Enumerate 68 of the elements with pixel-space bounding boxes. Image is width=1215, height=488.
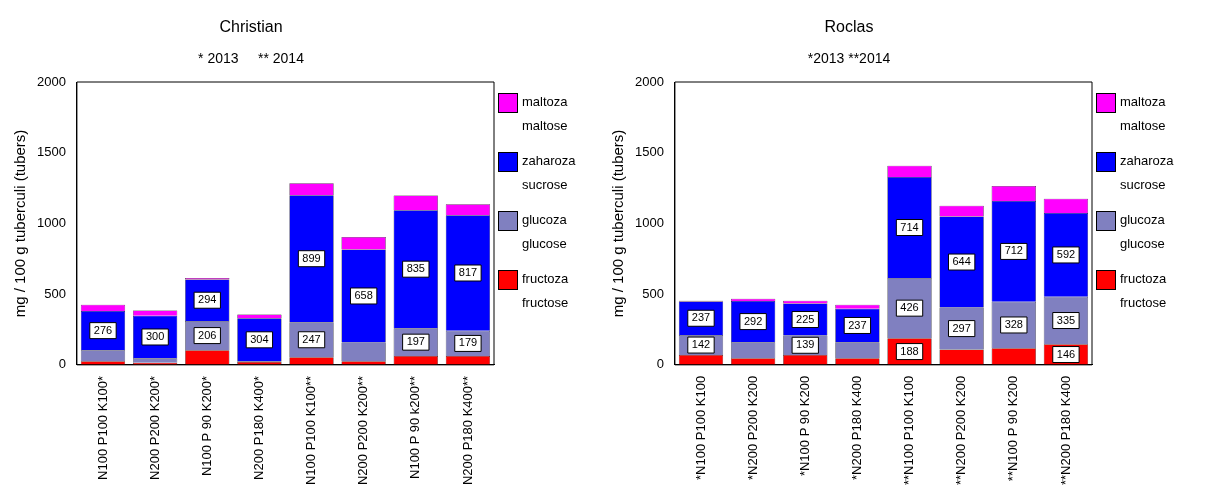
data-label: 237 <box>848 318 867 331</box>
x-tick-label: *N100 P100 K100 <box>692 375 708 480</box>
data-label: 297 <box>952 321 971 334</box>
legend-label: glucoza glucose <box>522 211 567 253</box>
y-tick-label: 0 <box>58 356 66 372</box>
chart-subtitle: *2013 **2014 <box>807 50 891 67</box>
data-label: 712 <box>1004 244 1023 257</box>
data-label: 146 <box>1056 347 1076 360</box>
legend-label: zaharoza sucrose <box>522 152 576 194</box>
x-tick-label: *N200 P200 K200 <box>744 375 760 480</box>
data-label: 592 <box>1056 248 1076 260</box>
y-tick-label: 2000 <box>635 73 664 89</box>
data-label: 139 <box>796 338 815 351</box>
legend-label: glucoza glucose <box>1120 211 1165 253</box>
data-label: 714 <box>900 220 919 233</box>
x-tick-label: *N100 P 90 K200 <box>796 375 812 477</box>
data-label: 328 <box>1004 318 1023 331</box>
y-tick-label: 1500 <box>37 144 66 160</box>
chart-title: Christian <box>219 18 283 36</box>
data-label: 206 <box>198 328 217 341</box>
data-label: 304 <box>250 332 269 345</box>
x-tick-label: N200 P200 K200** <box>355 375 371 486</box>
data-label: 300 <box>145 330 165 343</box>
chart-subtitle: * 2013 ** 2014 <box>198 50 305 67</box>
y-tick-label: 500 <box>642 285 664 301</box>
data-label: 142 <box>691 338 711 351</box>
data-label: 335 <box>1056 313 1076 326</box>
data-label: 899 <box>302 251 321 264</box>
y-tick-label: 1500 <box>635 144 664 160</box>
data-label: 179 <box>458 336 478 349</box>
legend-label: zaharoza sucrose <box>1120 152 1174 194</box>
data-label: 835 <box>406 262 425 275</box>
x-tick-label: **N200 P200 K200 <box>953 375 969 486</box>
y-axis-title: mg / 100 g tuberculi (tubers) <box>609 129 627 318</box>
y-tick-label: 1000 <box>635 215 664 231</box>
data-label: 276 <box>93 323 113 336</box>
chart-title: Roclas <box>824 18 874 36</box>
legend-label: maltoza maltose <box>522 93 568 135</box>
y-tick-label: 500 <box>44 285 66 301</box>
data-label: 644 <box>952 255 971 268</box>
data-label: 426 <box>900 301 919 314</box>
data-label: 237 <box>691 311 711 324</box>
x-tick-label: **N200 P180 K400 <box>1057 375 1073 486</box>
x-tick-label: N100 P100 K100** <box>303 375 319 486</box>
y-tick-label: 1000 <box>37 215 66 231</box>
x-tick-label: *N200 P180 K400 <box>848 375 864 480</box>
x-tick-label: N200 P180 K400* <box>250 375 266 480</box>
x-tick-label: N100 P100 K100* <box>94 375 110 480</box>
x-tick-label: N100 P 90 K200* <box>198 375 214 477</box>
data-label: 817 <box>458 266 478 279</box>
legend-label: fructoza fructose <box>1120 270 1167 312</box>
legend-label: maltoza maltose <box>1120 93 1166 135</box>
y-axis-title: mg / 100 g tuberculi (tubers) <box>11 129 29 318</box>
x-tick-label: **N100 P 90 K200 <box>1005 375 1021 482</box>
x-tick-label: N200 P180 K400** <box>459 375 475 486</box>
data-label: 294 <box>198 293 217 306</box>
data-label: 225 <box>796 312 815 325</box>
legend-label: fructoza fructose <box>522 270 569 312</box>
y-tick-label: 0 <box>656 356 664 372</box>
x-tick-label: **N100 P100 K100 <box>901 375 917 486</box>
x-tick-label: N100 P 90 k200** <box>407 375 423 479</box>
y-tick-label: 2000 <box>37 73 66 89</box>
data-label: 292 <box>743 314 763 327</box>
data-label: 188 <box>900 344 919 357</box>
data-label: 247 <box>302 332 321 345</box>
x-tick-label: N200 P200 K200* <box>146 375 162 480</box>
data-label: 197 <box>406 335 425 348</box>
data-label: 658 <box>354 289 373 302</box>
